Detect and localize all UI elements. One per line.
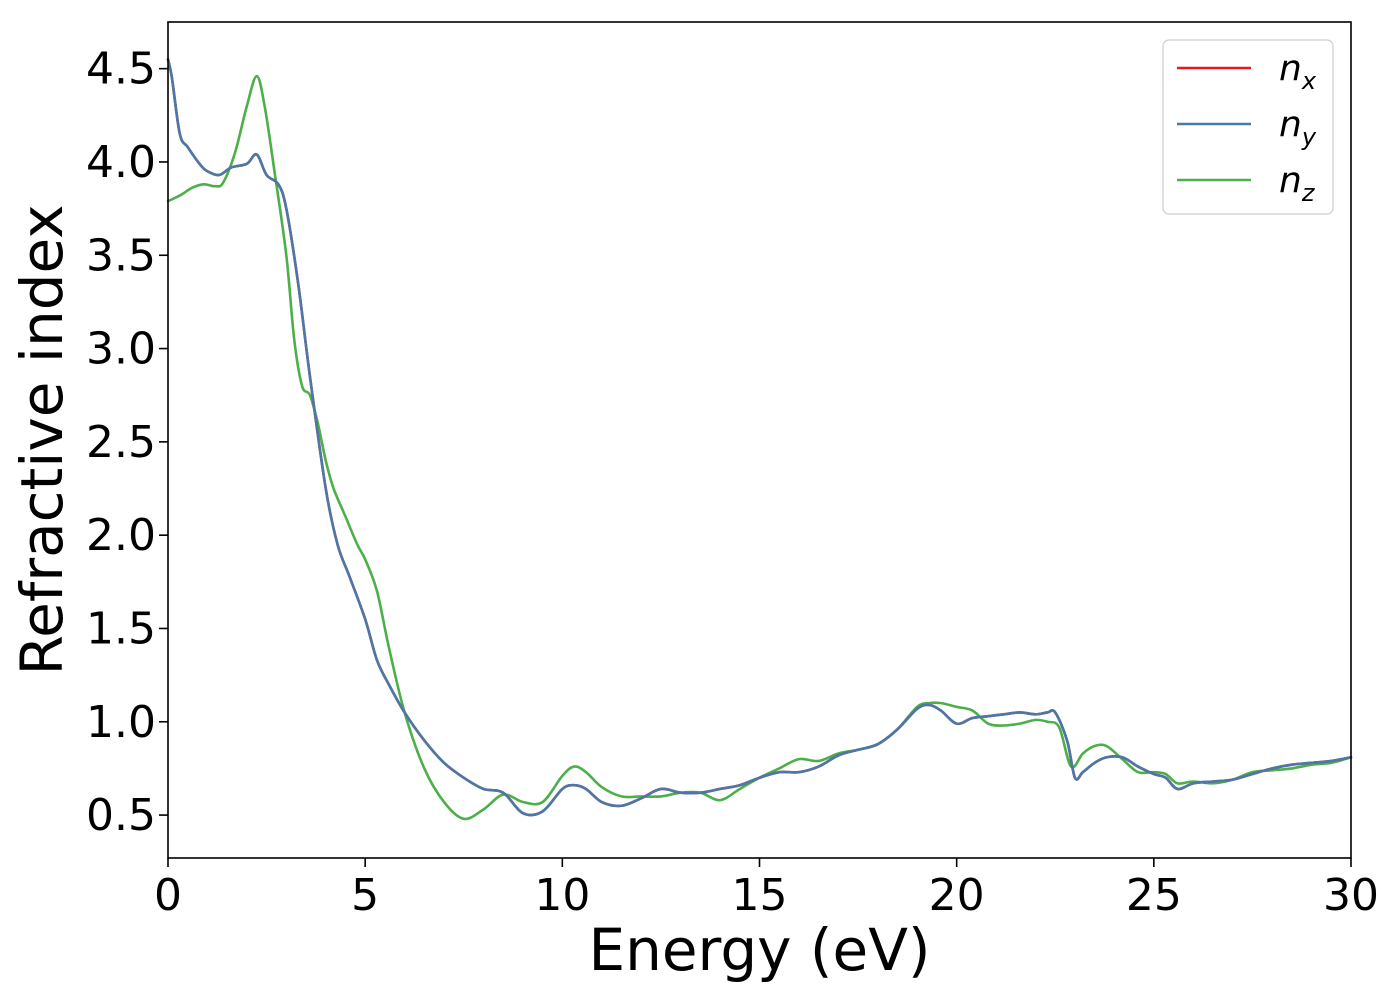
legend-label-subscript: z [1301,179,1316,207]
legend-label-base: n [1279,160,1302,201]
x-axis-title: Energy (eV) [588,916,930,984]
y-tick-label: 2.5 [86,417,156,468]
y-tick-label: 4.5 [86,44,156,95]
y-tick-label: 0.5 [86,790,156,841]
y-tick-label: 2.0 [86,510,156,561]
y-tick-label: 4.0 [86,137,156,188]
y-axis-title: Refractive index [8,204,76,675]
y-ticks: 0.5 1.0 1.5 2.0 2.5 3.0 3.5 4.0 4.5 [86,44,168,841]
y-tick-label: 3.5 [86,230,156,281]
y-tick-label: 1.0 [86,697,156,748]
series-layer [166,58,1353,821]
y-tick-label: 1.5 [86,603,156,654]
legend-box [1162,39,1334,215]
legend-label-subscript: x [1301,67,1317,95]
x-ticks: 0 5 10 15 20 25 30 [154,858,1379,921]
x-tick-label: 0 [154,870,182,921]
legend-label-nx: nx [1279,48,1317,95]
series-line-ny [166,58,1353,817]
legend-label-subscript: y [1301,123,1317,151]
x-tick-label: 30 [1323,870,1379,921]
plot-area [168,22,1351,858]
x-tick-label: 25 [1126,870,1182,921]
y-tick-label: 3.0 [86,324,156,375]
legend-label-base: n [1279,104,1302,145]
legend-label-ny: ny [1279,104,1317,151]
x-tick-label: 5 [351,870,379,921]
x-tick-label: 10 [534,870,590,921]
x-tick-label: 15 [732,870,788,921]
legend-label-base: n [1279,48,1302,89]
legend-label-nz: nz [1279,160,1316,207]
x-tick-label: 20 [929,870,985,921]
